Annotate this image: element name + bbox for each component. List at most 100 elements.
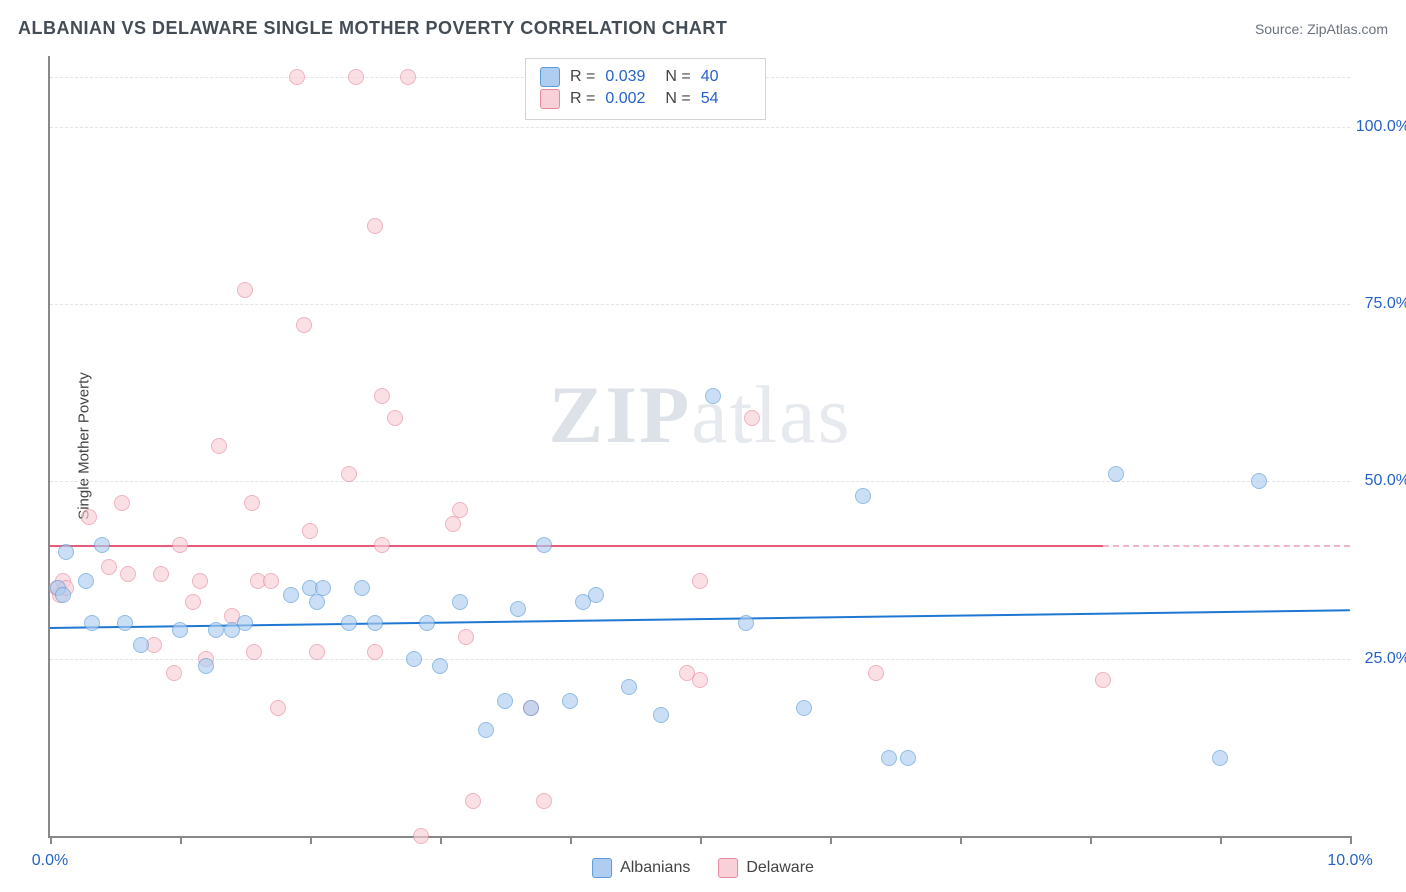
data-point	[1095, 672, 1111, 688]
data-point	[387, 410, 403, 426]
data-point	[536, 793, 552, 809]
x-tick	[310, 836, 312, 844]
data-point	[58, 544, 74, 560]
data-point	[198, 658, 214, 674]
n-value: 40	[701, 68, 751, 86]
data-point	[400, 69, 416, 85]
legend-item: Delaware	[718, 858, 814, 878]
data-point	[458, 629, 474, 645]
data-point	[1212, 750, 1228, 766]
legend-swatch	[540, 89, 560, 109]
data-point	[497, 693, 513, 709]
data-point	[94, 537, 110, 553]
data-point	[419, 615, 435, 631]
r-value: 0.039	[605, 68, 655, 86]
x-tick	[830, 836, 832, 844]
data-point	[84, 615, 100, 631]
data-point	[705, 388, 721, 404]
data-point	[270, 700, 286, 716]
data-point	[120, 566, 136, 582]
data-point	[1251, 473, 1267, 489]
x-tick	[570, 836, 572, 844]
legend-swatch	[592, 858, 612, 878]
legend-stat-row: R =0.002N =54	[540, 89, 751, 109]
source-attribution: Source: ZipAtlas.com	[1255, 21, 1388, 37]
data-point	[133, 637, 149, 653]
data-point	[374, 537, 390, 553]
n-label: N =	[665, 68, 690, 86]
legend-label: Albanians	[620, 859, 690, 877]
data-point	[211, 438, 227, 454]
data-point	[208, 622, 224, 638]
trend-line-extrapolated	[1103, 545, 1350, 547]
data-point	[523, 700, 539, 716]
data-point	[341, 466, 357, 482]
data-point	[237, 615, 253, 631]
scatter-plot: ZIPatlas 25.0%50.0%75.0%100.0%0.0%10.0%	[48, 56, 1350, 838]
n-value: 54	[701, 90, 751, 108]
data-point	[172, 622, 188, 638]
correlation-legend: R = 0.039 N = 40R = 0.002 N = 54	[525, 58, 766, 120]
legend-stat-row: R = 0.039 N = 40	[540, 67, 751, 87]
data-point	[406, 651, 422, 667]
data-point	[653, 707, 669, 723]
legend-label: Delaware	[746, 859, 814, 877]
data-point	[413, 828, 429, 844]
data-point	[101, 559, 117, 575]
data-point	[452, 594, 468, 610]
data-point	[117, 615, 133, 631]
x-tick	[700, 836, 702, 844]
y-tick-label: 50.0%	[1365, 472, 1406, 490]
gridline	[50, 659, 1350, 660]
data-point	[478, 722, 494, 738]
x-tick	[440, 836, 442, 844]
chart-header: ALBANIAN VS DELAWARE SINGLE MOTHER POVER…	[18, 18, 1388, 39]
r-value: 0.002	[605, 90, 655, 108]
data-point	[510, 601, 526, 617]
data-point	[309, 594, 325, 610]
data-point	[354, 580, 370, 596]
data-point	[309, 644, 325, 660]
data-point	[562, 693, 578, 709]
data-point	[185, 594, 201, 610]
gridline	[50, 481, 1350, 482]
y-tick-label: 75.0%	[1365, 295, 1406, 313]
x-tick	[1350, 836, 1352, 844]
data-point	[315, 580, 331, 596]
y-tick-label: 100.0%	[1356, 118, 1406, 136]
gridline	[50, 304, 1350, 305]
gridline	[50, 127, 1350, 128]
data-point	[367, 218, 383, 234]
chart-title: ALBANIAN VS DELAWARE SINGLE MOTHER POVER…	[18, 18, 727, 39]
data-point	[367, 615, 383, 631]
data-point	[692, 573, 708, 589]
data-point	[302, 523, 318, 539]
x-tick-label: 0.0%	[32, 852, 68, 870]
r-label: R =	[570, 68, 595, 86]
x-tick	[960, 836, 962, 844]
data-point	[246, 644, 262, 660]
data-point	[738, 615, 754, 631]
data-point	[465, 793, 481, 809]
n-label: N =	[665, 90, 690, 108]
data-point	[192, 573, 208, 589]
data-point	[263, 573, 279, 589]
data-point	[452, 502, 468, 518]
data-point	[81, 509, 97, 525]
data-point	[1108, 466, 1124, 482]
x-tick-label: 10.0%	[1327, 852, 1372, 870]
data-point	[367, 644, 383, 660]
legend-swatch	[718, 858, 738, 878]
data-point	[341, 615, 357, 631]
data-point	[900, 750, 916, 766]
series-legend: Albanians Delaware	[592, 858, 814, 878]
data-point	[153, 566, 169, 582]
data-point	[296, 317, 312, 333]
legend-swatch	[540, 67, 560, 87]
x-tick	[1090, 836, 1092, 844]
y-tick-label: 25.0%	[1365, 650, 1406, 668]
data-point	[78, 573, 94, 589]
watermark: ZIPatlas	[549, 368, 852, 462]
x-tick	[50, 836, 52, 844]
data-point	[445, 516, 461, 532]
